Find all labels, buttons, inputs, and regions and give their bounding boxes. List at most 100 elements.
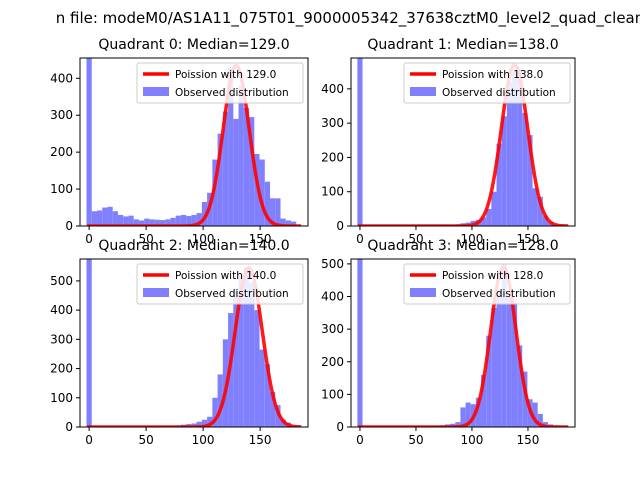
y-tick-label: 300 [321,322,344,336]
x-tick-label: 100 [461,232,484,246]
histogram-bar [486,335,492,427]
histogram-bar [517,68,523,226]
axes-frame [79,258,309,428]
histogram-bar [280,218,286,226]
legend-label-observed: Observed distribution [175,87,289,99]
histogram-bar [154,219,160,226]
legend-label-poisson: Poission with 138.0 [442,69,543,81]
y-tick-label: 200 [321,150,344,164]
histogram-bar [522,371,528,427]
legend: Poission with 140.0 Observed distribution [136,263,304,305]
x-tick-label: 150 [249,232,272,246]
histogram-bar [238,275,244,427]
histogram-bar [243,267,250,427]
y-tick-label: 0 [65,420,73,434]
subplot-title: Quadrant 0: Median=129.0 [98,37,289,53]
histogram-bar [506,296,512,427]
y-tick-label: 100 [321,185,344,199]
histogram-bar [138,220,145,226]
histogram-bar [222,111,229,226]
histogram-bar [165,219,171,226]
histogram-bar [506,82,512,226]
x-tick-label: 50 [138,433,153,447]
histogram-bar [264,364,271,427]
histogram-bar [537,196,543,226]
histogram-bar [112,211,118,226]
y-tick-label: 100 [321,387,344,401]
histogram-bar [527,135,533,226]
histogram-bar [285,220,292,226]
y-tick-label: 200 [50,145,73,159]
histogram-bar [207,416,213,427]
legend-box [136,62,304,104]
y-tick-label: 400 [321,82,344,96]
histogram-bar [170,217,176,226]
histogram-bar [128,215,134,226]
histogram-bar [481,217,487,226]
histogram-bar [291,221,297,226]
y-tick-label: 400 [321,290,344,304]
histogram-bar [233,288,239,427]
legend-box [403,62,571,104]
histogram-bar [496,289,502,427]
subplot-title: Quadrant 1: Median=138.0 [367,37,558,53]
histogram-bar [455,422,461,427]
histogram-bar [491,191,497,226]
subplot-quadrant-1: Quadrant 1: Median=138.0 0 50 100 150 0 100 200… [321,37,576,246]
histogram-bar [133,219,139,226]
histogram-bar [542,422,549,427]
histogram-bar [91,211,97,226]
histogram-bar [201,202,208,226]
plot-area [86,259,302,427]
y-tick-label: 300 [50,332,73,346]
histogram-bar [491,307,497,427]
legend-patch-swatch [143,288,169,297]
legend: Poission with 128.0 Observed distribution [403,263,571,305]
histogram-bar [144,218,150,226]
y-tick-label: 300 [50,108,73,122]
legend-label-poisson: Poission with 128.0 [442,270,543,282]
histogram-bar [501,263,507,427]
x-tick-label: 150 [517,433,540,447]
legend-patch-swatch [410,87,436,96]
poisson-curve [357,265,569,427]
subplot-grid: Quadrant 0: Median=129.0 0 50 100 150 0 100 200… [50,37,576,447]
x-tick-label: 50 [408,433,423,447]
y-tick-label: 400 [50,303,73,317]
y-tick-label: 200 [321,355,344,369]
histogram-bar [228,67,234,226]
histogram-bar [191,214,197,226]
x-tick-label: 0 [85,433,93,447]
x-tick-label: 0 [356,232,364,246]
histogram-bar [249,282,255,427]
histogram-bar [217,374,223,427]
legend-patch-swatch [143,87,169,96]
histogram-bar [102,207,108,226]
y-tick-label: 100 [50,182,73,196]
legend-label-poisson: Poission with 129.0 [175,69,276,81]
histogram-bar [259,349,265,427]
x-tick-label: 100 [192,433,215,447]
histogram-bar [517,345,523,427]
plot-area [86,58,302,226]
histogram-bar [238,85,244,226]
histogram-bar [117,214,124,226]
histogram-bar [522,112,528,226]
histogram-bar [107,206,113,226]
legend-label-poisson: Poission with 140.0 [175,270,276,282]
histogram-bar [501,116,507,226]
histogram-bar [201,419,208,427]
legend-label-observed: Observed distribution [442,87,556,99]
y-tick-label: 500 [50,274,73,288]
legend: Poission with 129.0 Observed distribution [136,62,304,104]
histogram-bar [180,214,187,226]
histogram-bar [149,219,155,226]
poisson-curve [86,63,302,226]
subplot-title: Quadrant 3: Median=128.0 [367,238,558,254]
y-tick-label: 500 [321,257,344,271]
histogram-bar [486,208,492,226]
histogram-bar [357,58,363,226]
x-tick-label: 50 [138,232,153,246]
histogram-bar [264,181,271,226]
histogram-bar [357,259,363,427]
